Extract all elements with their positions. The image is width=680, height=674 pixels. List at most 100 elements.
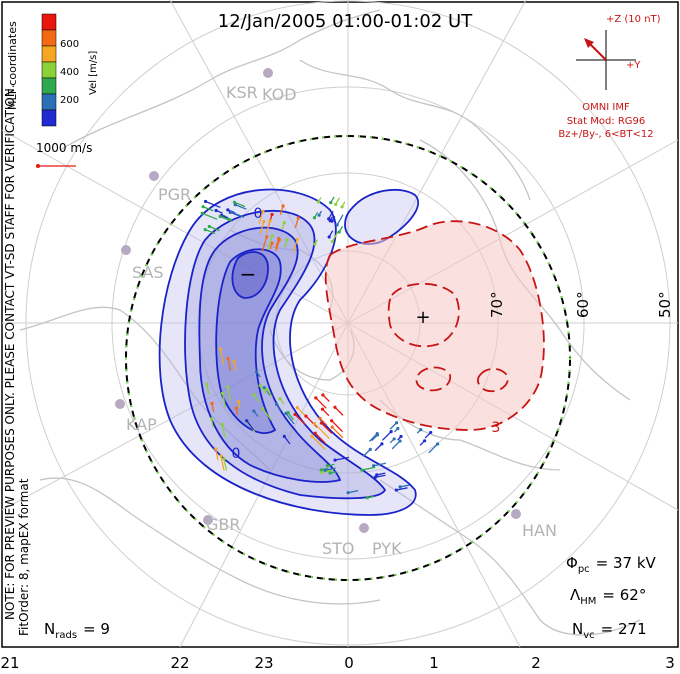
imf-source-label: OMNI IMF (582, 102, 630, 113)
velocity-vector-origin (365, 496, 370, 500)
mlt-label-21: 21 (0, 654, 19, 672)
velocity-vector-origin (317, 213, 321, 217)
velocity-vector-origin (330, 425, 334, 429)
positive-cell (324, 220, 545, 431)
velocity-vector-origin (373, 475, 377, 479)
velocity-vector (331, 231, 339, 242)
velocity-vector (258, 210, 264, 224)
velocity-vector-origin (226, 356, 230, 361)
velocity-vector (320, 422, 333, 434)
stat-lambda-symbol: Λ (570, 586, 581, 604)
mlt-label-1: 1 (429, 654, 439, 672)
reference-vector-dot (36, 164, 40, 168)
velocity-vector-origin (296, 216, 300, 220)
velocity-vector-origin (277, 238, 281, 242)
velocity-vector (381, 431, 392, 441)
negative-cell (158, 188, 420, 516)
lat-label-50: 50° (656, 291, 674, 318)
velocity-vector-origin (258, 384, 262, 388)
station-markers (115, 68, 521, 533)
velocity-vector (215, 448, 219, 461)
stat-nvc: Nvc = 271 (572, 620, 647, 641)
velocity-vector-origin (232, 359, 236, 364)
velocity-vector-origin (265, 235, 269, 239)
imf-vector-arrowhead (584, 38, 594, 48)
velocity-vector-origin (270, 212, 274, 217)
velocity-vector-origin (316, 200, 321, 204)
meridian-c (1, 129, 349, 324)
stat-nrads-symbol: N (44, 620, 55, 638)
coast-4 (19, 306, 271, 471)
velocity-vector-origin (226, 385, 230, 389)
velocity-vector-origin (220, 422, 225, 426)
velocity-vector (221, 393, 227, 408)
velocity-vector (235, 204, 247, 210)
stat-phi-symbol: Φ (566, 554, 578, 572)
station-label-sas: SAS (132, 263, 164, 282)
coast-6 (379, 479, 641, 636)
velocity-vector (227, 386, 232, 401)
neg-contour-label-lower: 0 (232, 446, 241, 462)
coast-2 (299, 59, 531, 201)
velocity-vectors (200, 196, 440, 500)
velocity-vector-origin (327, 235, 331, 239)
velocity-vector-origin (398, 439, 402, 443)
velocity-vector-origin (282, 434, 286, 438)
velocity-vector-origin (245, 419, 249, 423)
velocity-vector-origin (282, 221, 286, 225)
station-label-sto: STO (322, 539, 355, 558)
station-marker-ksr (263, 68, 273, 78)
velocity-vector-origin (335, 223, 339, 227)
stat-lambda-value: = 62° (602, 586, 646, 604)
velocity-vector (219, 215, 233, 222)
velocity-vector (305, 415, 318, 428)
stat-phi: Φpc = 37 kV (566, 554, 657, 575)
colorbar-block (41, 61, 57, 79)
velocity-vector-origin (313, 431, 317, 435)
velocity-vector (314, 423, 330, 440)
station-label-han: HAN (522, 521, 557, 540)
colorbar-tick-200: 200 (60, 95, 79, 106)
lat-label-60: 60° (574, 291, 592, 318)
velocity-vector (292, 239, 298, 253)
velocity-vector-origin (219, 454, 223, 458)
mlt-label-22: 22 (170, 654, 189, 672)
velocity-vector (265, 220, 271, 234)
velocity-vector-origin (304, 414, 308, 418)
velocity-vector-origin (270, 234, 274, 238)
velocity-vector-origin (368, 447, 372, 451)
velocity-vector (311, 435, 326, 450)
mlt-label-2: 2 (531, 654, 541, 672)
pos-contour-3 (415, 366, 452, 392)
velocity-vector-origin (321, 393, 325, 397)
velocity-vector (220, 455, 225, 471)
mlt-label-0: 0 (344, 654, 354, 672)
velocity-vector-origin (207, 224, 211, 229)
preview-note: NOTE: FOR PREVIEW PURPOSES ONLY. PLEASE … (3, 84, 17, 620)
mlt-axis-labels: 21 22 23 0 1 2 3 (0, 654, 674, 672)
coast-5 (39, 477, 381, 605)
velocity-vector-origin (281, 204, 285, 208)
latitude-labels: 70° 60° 50° (488, 291, 674, 318)
velocity-vector-origin (252, 393, 256, 397)
station-marker-pgr (149, 171, 159, 181)
velocity-vector (259, 221, 265, 234)
stat-lambda-sub: HM (580, 596, 596, 607)
velocity-vector-origin (209, 417, 214, 421)
velocity-vector-origin (254, 370, 259, 374)
neg-contour-2 (184, 209, 387, 500)
velocity-vector-origin (398, 485, 402, 489)
velocity-vector-origin (372, 464, 376, 468)
velocity-vector (294, 413, 306, 425)
station-label-kod: KOD (262, 85, 297, 104)
velocity-vector (331, 426, 344, 439)
velocity-vector (230, 211, 245, 218)
colorbar-ticks: 600 400 200 (60, 39, 79, 106)
velocity-vector (334, 406, 344, 416)
velocity-vector-origin (334, 202, 338, 206)
velocity-vector (315, 397, 327, 409)
station-label-pgr: PGR (158, 185, 191, 204)
velocity-vector-origin (270, 241, 274, 245)
velocity-vector (275, 239, 280, 252)
velocity-vector-origin (360, 468, 364, 472)
